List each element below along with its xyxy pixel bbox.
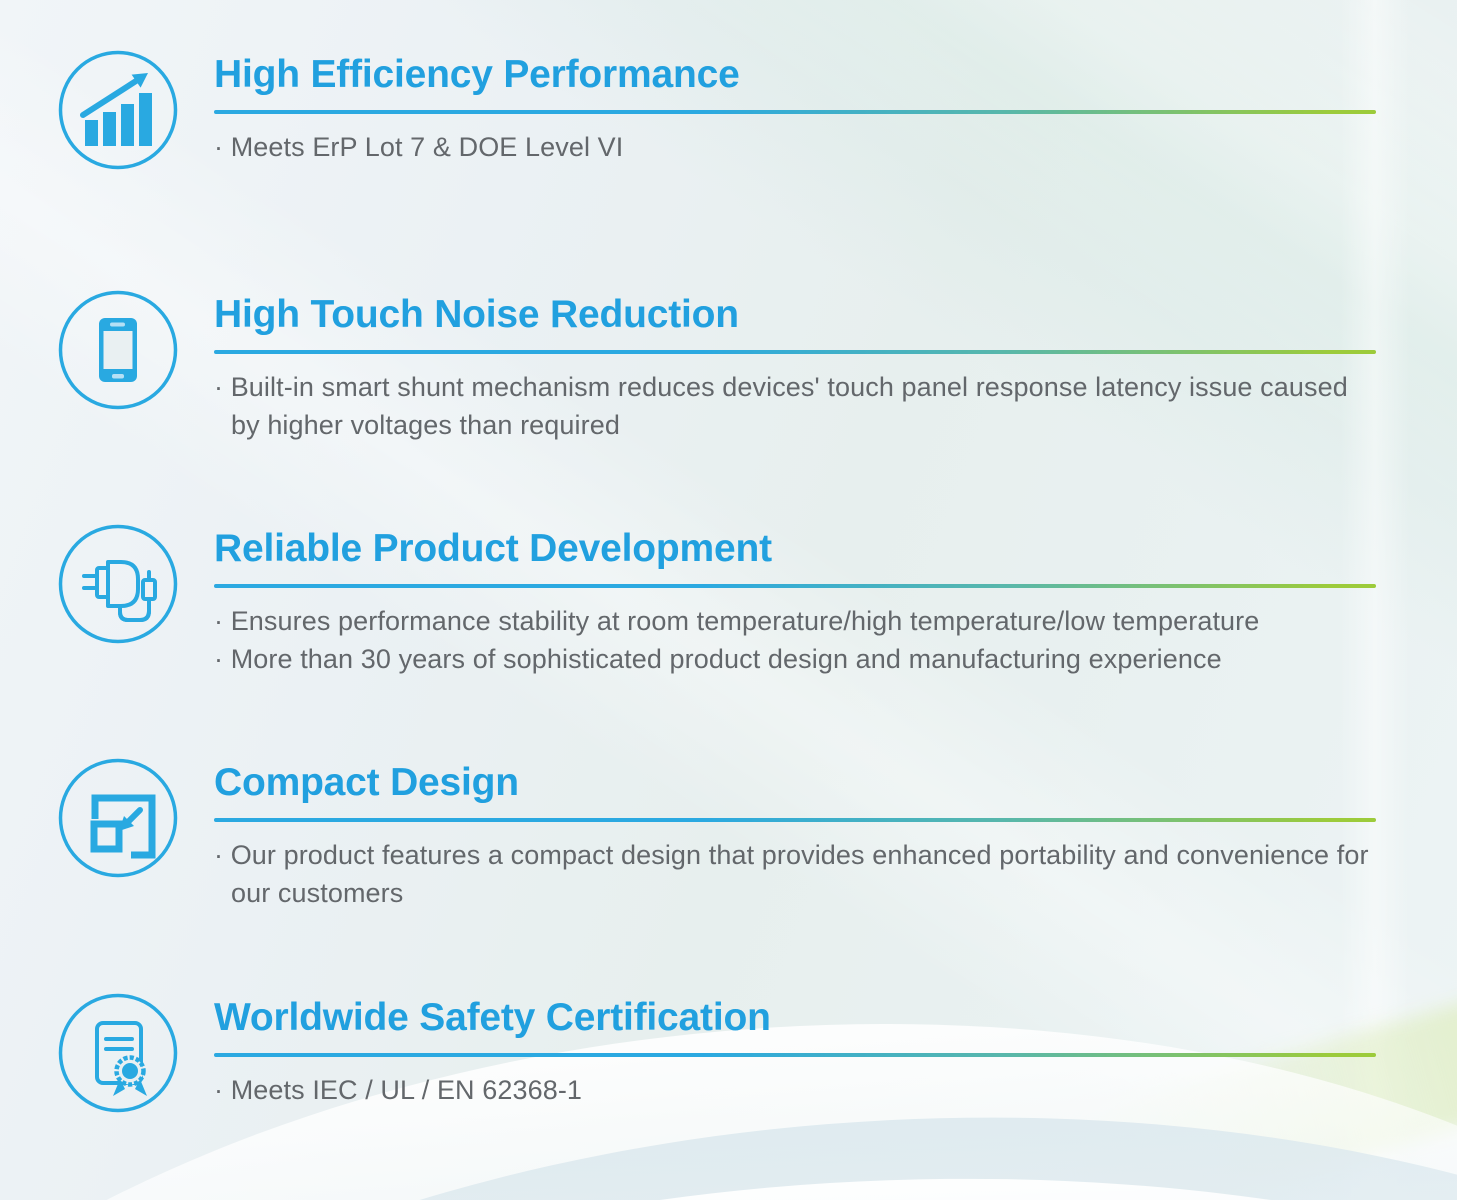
power-adapter-icon — [57, 523, 179, 645]
certificate-icon — [57, 992, 179, 1114]
feature-bullet: · Ensures performance stability at room … — [214, 606, 1260, 636]
feature-bullet: · Built-in smart shunt mechanism reduces… — [214, 372, 1348, 440]
feature-title: Worldwide Safety Certification — [214, 996, 771, 1039]
feature-bullet: · Meets IEC / UL / EN 62368-1 — [214, 1075, 583, 1105]
compact-resize-icon — [57, 757, 179, 879]
accent-underline — [214, 1053, 1376, 1057]
accent-underline — [214, 350, 1376, 354]
feature-bullet: · More than 30 years of sophisticated pr… — [214, 644, 1222, 674]
growth-chart-icon — [57, 49, 179, 171]
feature-bullet: · Our product features a compact design … — [214, 840, 1369, 908]
feature-title: Compact Design — [214, 761, 519, 804]
accent-underline — [214, 110, 1376, 114]
feature-bullet: · Meets ErP Lot 7 & DOE Level VI — [214, 132, 624, 162]
feature-title: Reliable Product Development — [214, 527, 772, 570]
accent-underline — [214, 584, 1376, 588]
accent-underline — [214, 818, 1376, 822]
feature-title: High Efficiency Performance — [214, 53, 740, 96]
smartphone-icon — [57, 289, 179, 411]
background-bottom-sweep — [0, 1138, 1457, 1200]
feature-title: High Touch Noise Reduction — [214, 293, 739, 336]
